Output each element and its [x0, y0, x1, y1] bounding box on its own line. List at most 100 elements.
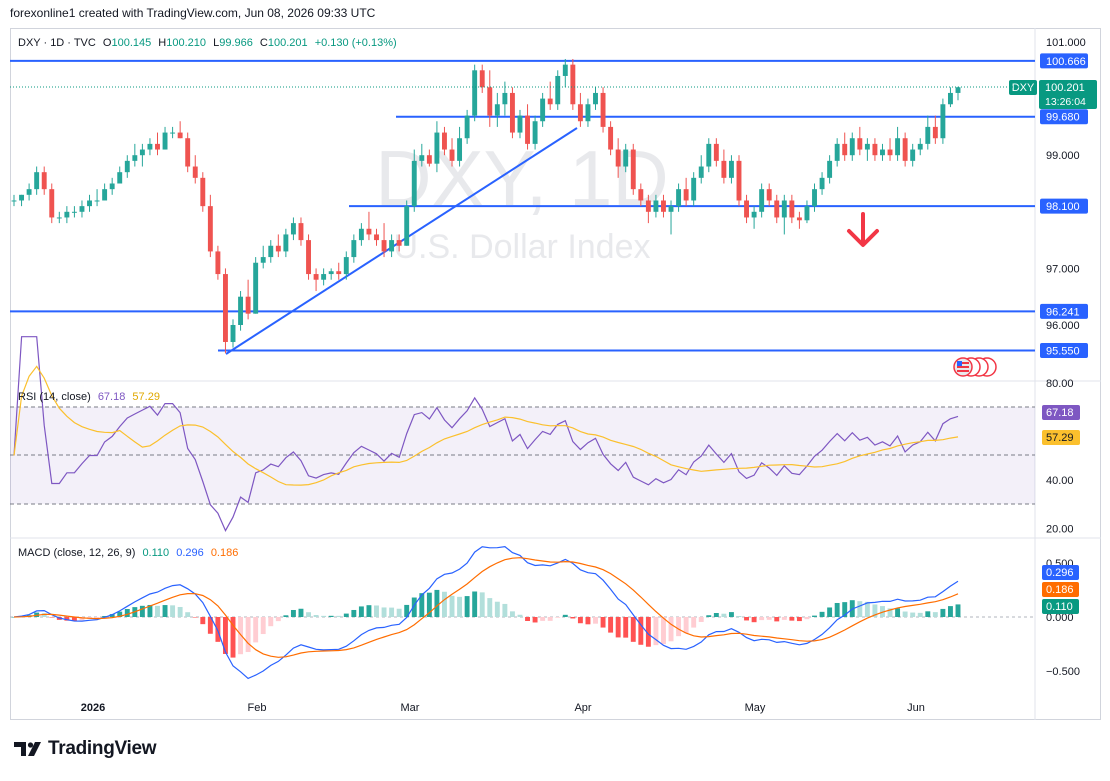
macd-histogram-bar [645, 617, 651, 647]
macd-histogram-bar [457, 596, 463, 617]
candle [155, 132, 160, 156]
candle [71, 206, 77, 218]
legend-open: 100.145 [111, 37, 151, 49]
macd-histogram-bar [155, 605, 160, 617]
candle [238, 291, 244, 331]
macd-histogram-bar [691, 617, 697, 628]
level-tag [1040, 303, 1088, 319]
macd-histogram-bar [238, 617, 244, 655]
macd-axis-label: −0.500 [1046, 666, 1080, 678]
macd-histogram-bar [321, 615, 327, 617]
rsi-legend-ma: 57.29 [132, 391, 160, 403]
time-axis: 2026 Feb Mar Apr May Jun [81, 702, 925, 714]
time-axis-label: May [745, 702, 766, 714]
legend-low: 99.966 [219, 37, 253, 49]
macd-histogram-bar [494, 601, 500, 617]
macd-histogram-bar [683, 617, 689, 634]
macd-histogram-bar [298, 608, 304, 617]
candle [661, 194, 666, 218]
candle [26, 183, 32, 201]
candle [562, 58, 568, 88]
candle [328, 268, 334, 280]
macd-histogram-bar [706, 615, 712, 617]
macd-histogram-bar [781, 617, 787, 620]
candle [64, 206, 70, 224]
candle [275, 234, 281, 258]
tradingview-logo[interactable]: TradingView [12, 738, 157, 760]
macd-histogram-bar [117, 611, 123, 617]
candle [525, 104, 530, 150]
candle [185, 132, 191, 173]
svg-text:0.186: 0.186 [1046, 584, 1074, 596]
macd-histogram-bar [872, 604, 878, 617]
candle [683, 177, 689, 207]
macd-histogram-bar [608, 617, 614, 633]
candle [895, 126, 901, 161]
candle [215, 245, 221, 280]
time-axis-label: Feb [248, 702, 267, 714]
rsi-ma-line [13, 365, 959, 486]
time-axis-label: Apr [574, 702, 591, 714]
candle [864, 138, 870, 161]
signal-line [13, 557, 959, 658]
macd-histogram-bar [479, 592, 485, 617]
candle [306, 234, 311, 280]
macd-histogram-bar [736, 616, 742, 617]
macd-histogram-bar [71, 617, 77, 621]
price-axis-label: 96.000 [1046, 320, 1080, 332]
macd-histogram-bar [857, 601, 863, 617]
candle [902, 132, 908, 167]
macd-histogram-bar [139, 605, 145, 617]
bar-countdown: 13:26:04 [1045, 96, 1086, 108]
candle [442, 126, 447, 156]
candle [290, 217, 296, 241]
macd-histogram-bar [766, 617, 772, 620]
us-flag-icon [953, 357, 997, 377]
chart-header: forexonline1 created with TradingView.co… [10, 6, 376, 20]
macd-histogram-bar [41, 613, 47, 617]
macd-histogram-bar [547, 617, 553, 621]
macd-histogram-bar [411, 597, 417, 617]
macd-histogram-bar [932, 612, 938, 617]
macd-histogram-bar [283, 615, 289, 617]
rsi-axis-label: 20.00 [1046, 523, 1074, 535]
macd-histogram-bar [207, 617, 213, 634]
level-tag [1040, 53, 1088, 69]
macd-histogram-bar [366, 605, 372, 617]
candle [479, 64, 485, 93]
candle [744, 194, 749, 224]
macd-line [13, 545, 959, 680]
candle [804, 200, 810, 224]
candle [298, 217, 304, 246]
candle [706, 138, 712, 173]
level-label: 96.241 [1046, 306, 1080, 318]
macd-histogram-bar [728, 612, 734, 617]
time-axis-label: Mar [401, 702, 420, 714]
candle [389, 234, 395, 258]
macd-histogram-bar [162, 605, 168, 617]
macd-tag-3: 0.110 [1042, 599, 1079, 614]
macd-histogram-bar [49, 617, 55, 618]
macd-histogram-bar [593, 617, 598, 624]
macd-histogram-bar [426, 592, 432, 617]
macd-axis-label: 0.000 [1046, 612, 1074, 624]
rsi-value-tag: 67.18 [1042, 405, 1080, 420]
candle [336, 262, 342, 280]
macd-histogram-bar [102, 615, 108, 617]
price-legend: DXY · 1D · TVC O100.145 H100.210 L99.966… [18, 37, 397, 49]
candle [41, 166, 47, 195]
candle [577, 92, 583, 127]
rsi-legend: RSI (14, close) 67.18 57.29 [18, 391, 160, 403]
candle [789, 194, 795, 224]
candle [449, 138, 455, 167]
candle [653, 194, 659, 218]
down-arrow-icon [847, 212, 879, 247]
svg-text:DXY · 1D · TVC O100.145: DXY · 1D · TVC O100.145 H100.210 L99.966… [18, 37, 397, 49]
candle [268, 240, 274, 263]
candle [358, 223, 364, 246]
legend-high: 100.210 [166, 37, 206, 49]
macd-histogram-bar [358, 606, 364, 617]
candle [502, 81, 508, 116]
macd-histogram-bar [585, 617, 591, 625]
